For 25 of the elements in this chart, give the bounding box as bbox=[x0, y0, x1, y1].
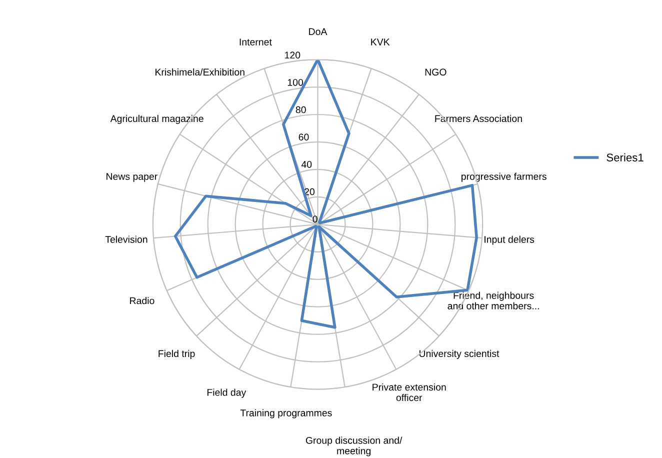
y-tick-label: 0 bbox=[312, 216, 318, 222]
spoke-label: progressive farmers bbox=[462, 172, 546, 182]
spoke-label: University scientist bbox=[419, 350, 500, 359]
spoke-label: Farmers Association bbox=[435, 114, 522, 122]
spoke-label: Input delers bbox=[484, 236, 534, 245]
spoke-label: Television bbox=[105, 236, 148, 243]
spoke-label: News paper bbox=[106, 173, 158, 182]
y-tick-label: 40 bbox=[301, 160, 312, 168]
spoke-label: NGO bbox=[425, 68, 446, 76]
spoke-label: Krishimela/Exhibition bbox=[156, 68, 244, 76]
y-tick-label: 60 bbox=[298, 134, 309, 141]
spoke-label: DoA bbox=[309, 28, 328, 36]
y-tick-label: 80 bbox=[296, 106, 306, 114]
spoke-label: Field day bbox=[207, 388, 246, 398]
spoke-label: Group discussion and/ meeting bbox=[306, 436, 402, 456]
spoke-label: Agricultural magazine bbox=[110, 114, 204, 124]
legend-label: Series1 bbox=[606, 153, 644, 162]
spoke-label: Training programmes bbox=[240, 409, 332, 418]
spoke-label: Radio bbox=[130, 297, 154, 304]
y-tick-label: 100 bbox=[288, 78, 304, 86]
spoke-label: Field trip bbox=[158, 350, 195, 359]
spoke-label: KVK bbox=[371, 38, 390, 46]
spoke-label: Internet bbox=[240, 38, 272, 46]
y-tick-label: 120 bbox=[285, 52, 300, 59]
spoke-label: Private extension officer bbox=[372, 383, 446, 402]
